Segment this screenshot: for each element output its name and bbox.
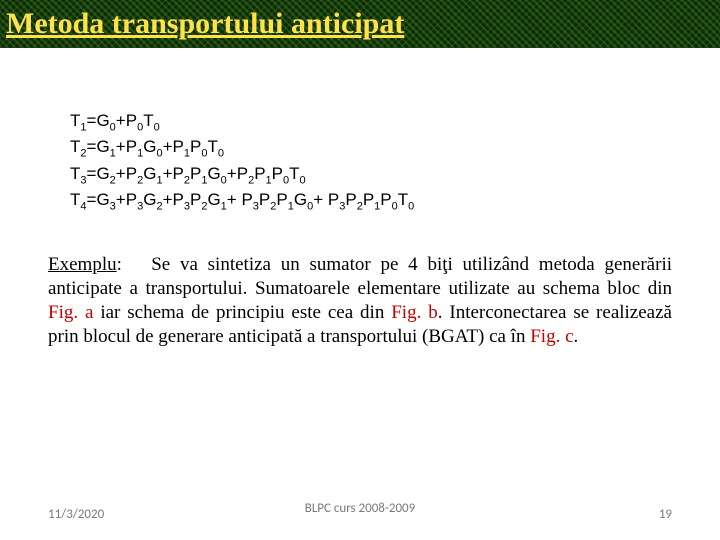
title-bar: Metoda transportului anticipat — [0, 0, 720, 48]
equation-line: T4=G3+P3G2+P3P2G1+ P3P2P1G0+ P3P2P1P0T0 — [70, 187, 720, 213]
page-title: Metoda transportului anticipat — [6, 7, 404, 41]
equation-line: T1=G0+P0T0 — [70, 108, 720, 134]
footer-date: 11/3/2020 — [48, 507, 104, 522]
example-paragraph: Exemplu: Se va sintetiza un sumator pe 4… — [48, 253, 672, 348]
equations-block: T1=G0+P0T0 T2=G1+P1G0+P1P0T0 T3=G2+P2G1+… — [70, 108, 720, 213]
example-body: : Se va sintetiza un sumator pe 4 biţi u… — [48, 254, 672, 346]
equation-line: T2=G1+P1G0+P1P0T0 — [70, 134, 720, 160]
footer-course: BLPC curs 2008-2009 — [305, 501, 415, 516]
example-label: Exemplu — [48, 254, 117, 275]
equation-line: T3=G2+P2G1+P2P1G0+P2P1P0T0 — [70, 161, 720, 187]
footer-page-number: 19 — [659, 507, 672, 522]
